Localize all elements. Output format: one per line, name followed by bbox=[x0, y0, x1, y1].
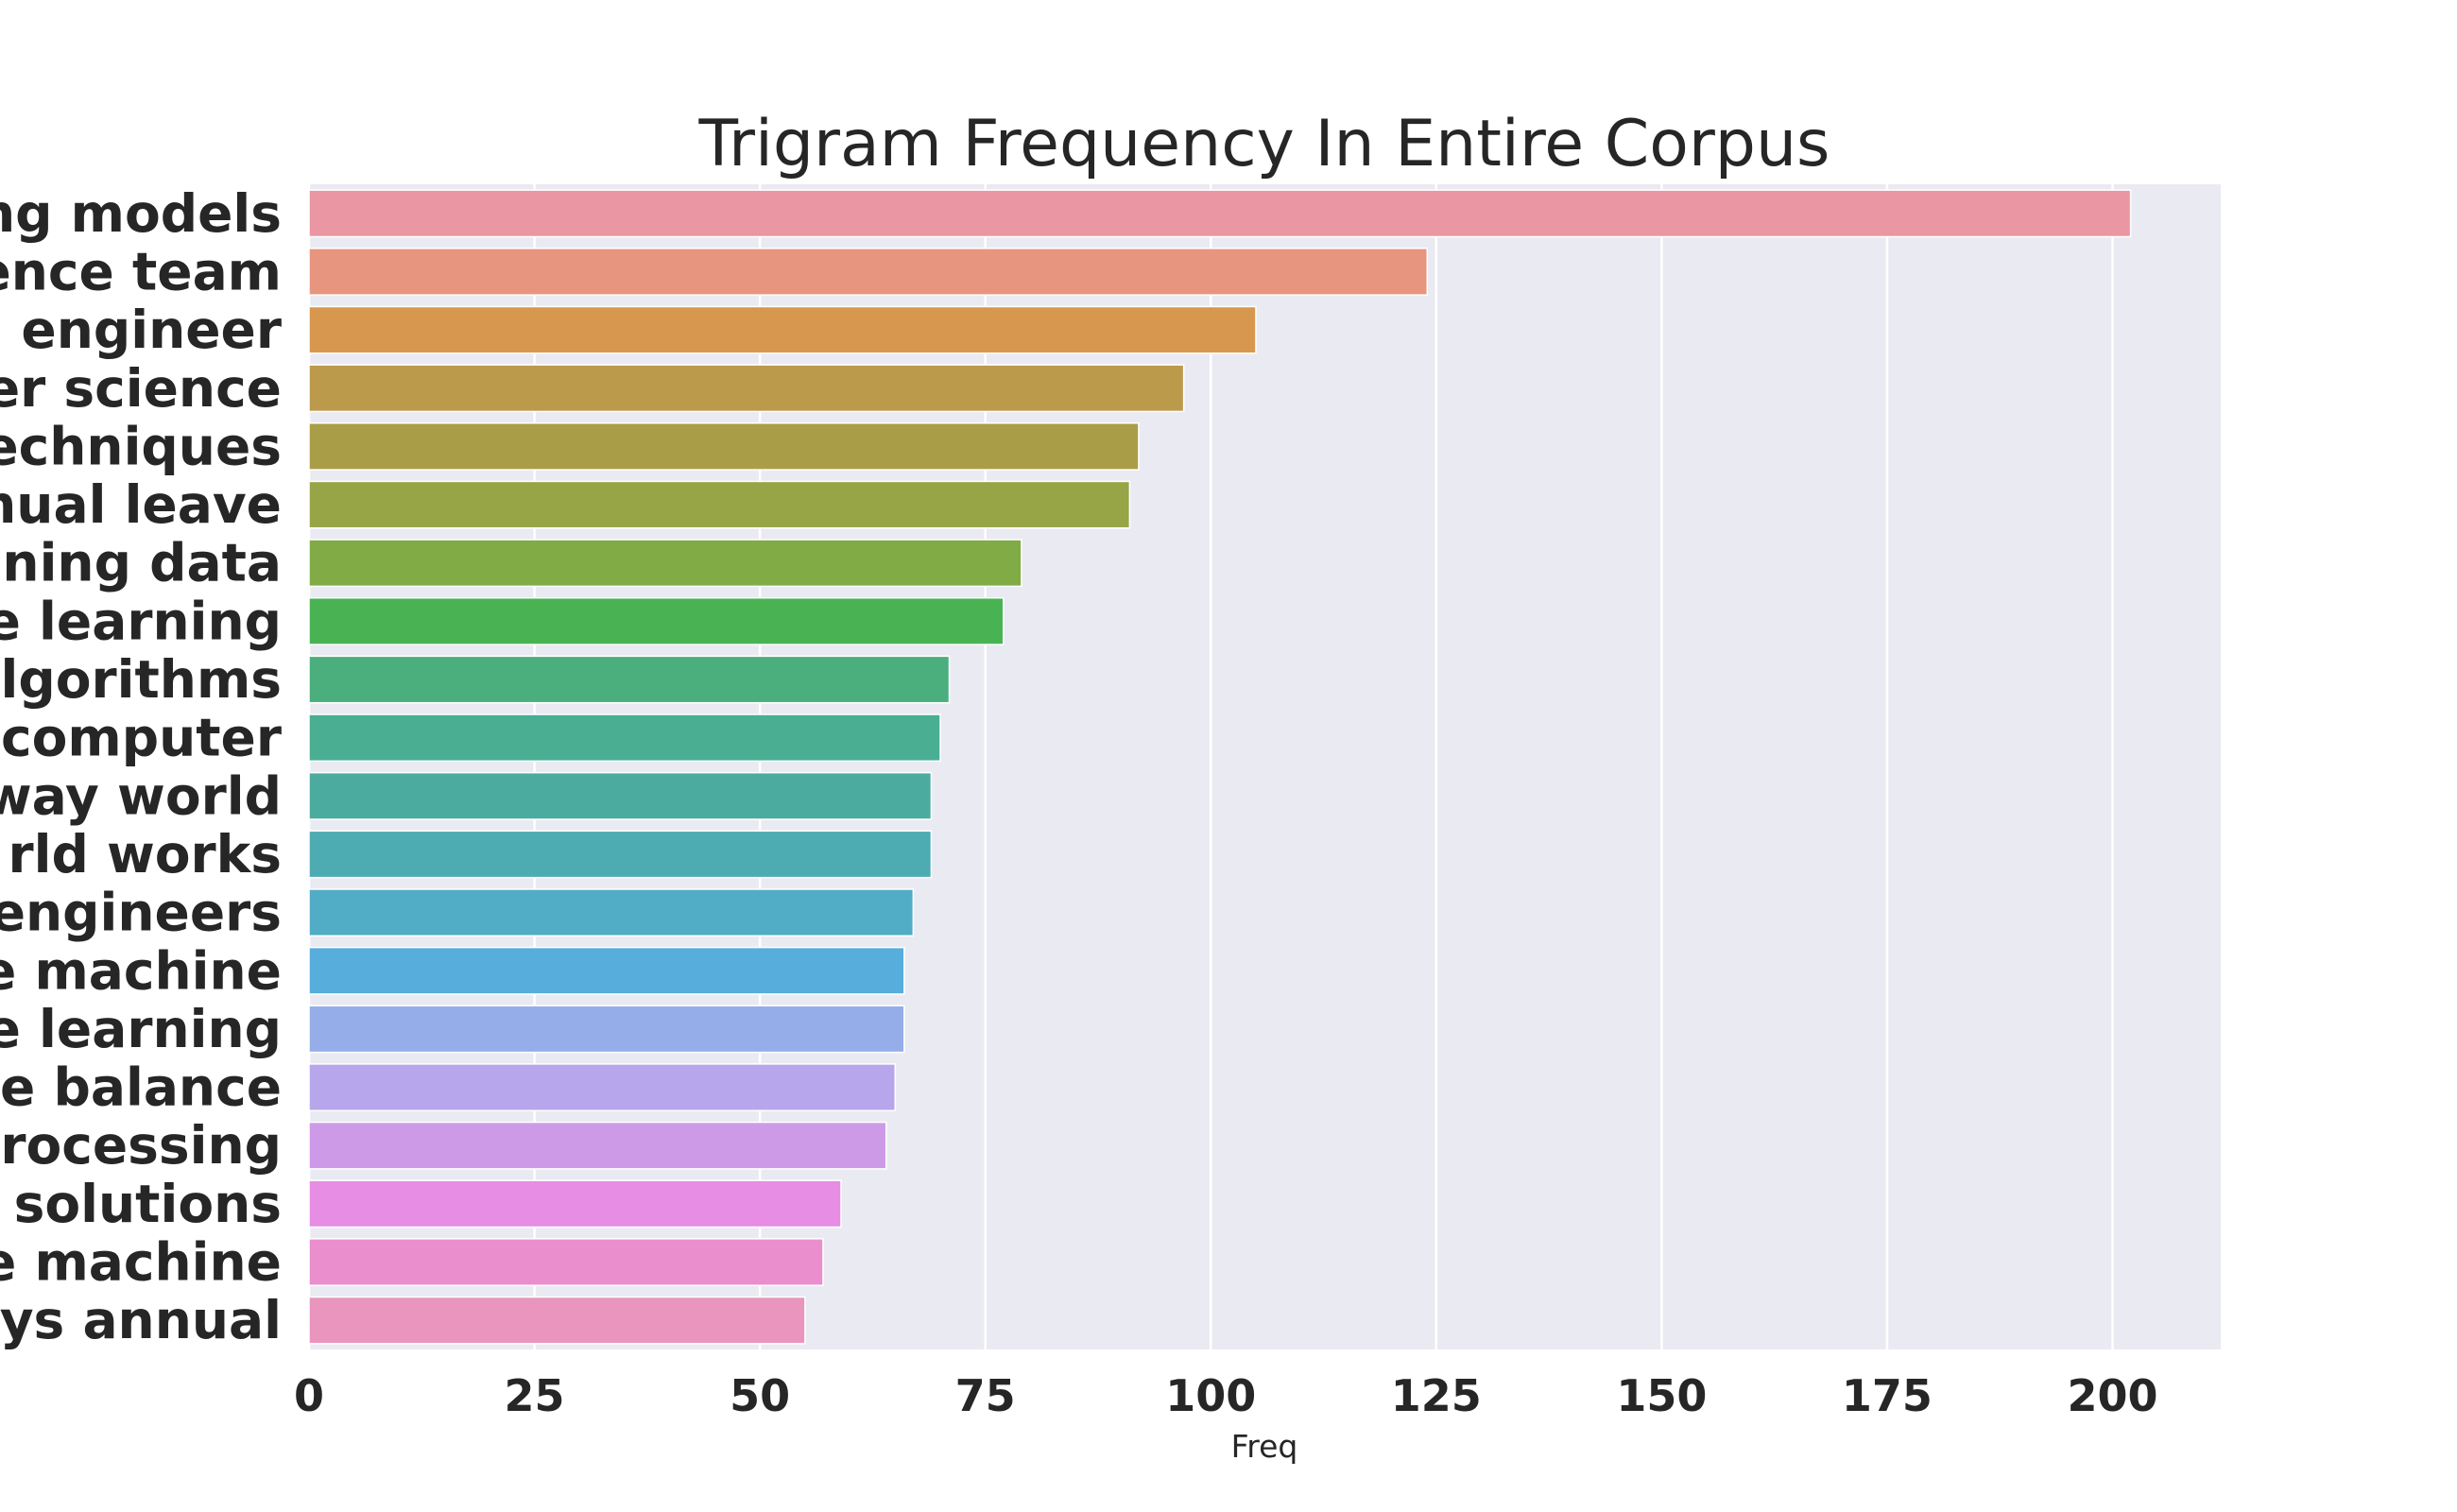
bar bbox=[308, 539, 1022, 588]
bar bbox=[308, 1179, 842, 1228]
bar bbox=[308, 771, 933, 820]
x-tick-label: 100 bbox=[1165, 1370, 1256, 1421]
x-tick-label: 125 bbox=[1391, 1370, 1482, 1421]
category-label: e machine bbox=[0, 1232, 282, 1293]
bar bbox=[308, 364, 1185, 413]
category-label: nual leave bbox=[0, 474, 282, 535]
bars bbox=[308, 189, 2132, 1345]
chart-title: Trigram Frequency In Entire Corpus bbox=[698, 107, 1830, 181]
x-tick-label: 0 bbox=[294, 1370, 324, 1421]
category-label: er science bbox=[0, 358, 282, 419]
bar bbox=[308, 1296, 806, 1345]
x-tick-label: 150 bbox=[1616, 1370, 1707, 1421]
x-tick-labels: 0 25 50 75 100 125 150 175 200 bbox=[294, 1370, 2158, 1421]
bar bbox=[308, 422, 1140, 471]
x-axis-label: Freq bbox=[1231, 1428, 1298, 1465]
category-label: e learning bbox=[0, 999, 282, 1059]
category-label: ng models bbox=[0, 183, 282, 244]
category-label: e machine bbox=[0, 940, 282, 1001]
category-label: engineers bbox=[0, 883, 282, 943]
bar bbox=[308, 1121, 887, 1170]
x-tick-label: 175 bbox=[1842, 1370, 1933, 1421]
category-label: e balance bbox=[0, 1057, 282, 1118]
category-label: solutions bbox=[14, 1174, 282, 1234]
bar bbox=[308, 1005, 905, 1054]
bar bbox=[308, 888, 915, 937]
bar bbox=[308, 248, 1429, 296]
bar bbox=[308, 305, 1257, 354]
bar bbox=[308, 1238, 824, 1286]
bar bbox=[308, 655, 951, 704]
category-label: echniques bbox=[0, 416, 282, 476]
category-label: ys annual bbox=[0, 1290, 282, 1350]
category-label: rocessing bbox=[0, 1115, 282, 1176]
x-tick-label: 25 bbox=[505, 1370, 565, 1421]
category-label: way world bbox=[0, 765, 282, 826]
bar bbox=[308, 1063, 897, 1111]
bar bbox=[308, 713, 941, 763]
plot-area bbox=[309, 184, 2221, 1349]
bar bbox=[308, 189, 2132, 238]
category-label: e learning bbox=[0, 591, 282, 651]
category-label: engineer bbox=[21, 300, 282, 360]
bar bbox=[308, 946, 905, 995]
category-label: computer bbox=[1, 708, 282, 768]
category-label: rld works bbox=[8, 824, 282, 885]
bar bbox=[308, 596, 1005, 645]
bar bbox=[308, 830, 933, 879]
bar bbox=[308, 480, 1131, 529]
category-label: ence team bbox=[0, 241, 282, 301]
x-tick-label: 75 bbox=[955, 1370, 1016, 1421]
category-label: lgorithms bbox=[1, 649, 282, 710]
category-label: ning data bbox=[2, 533, 282, 593]
x-tick-label: 200 bbox=[2067, 1370, 2157, 1421]
x-tick-label: 50 bbox=[730, 1370, 790, 1421]
